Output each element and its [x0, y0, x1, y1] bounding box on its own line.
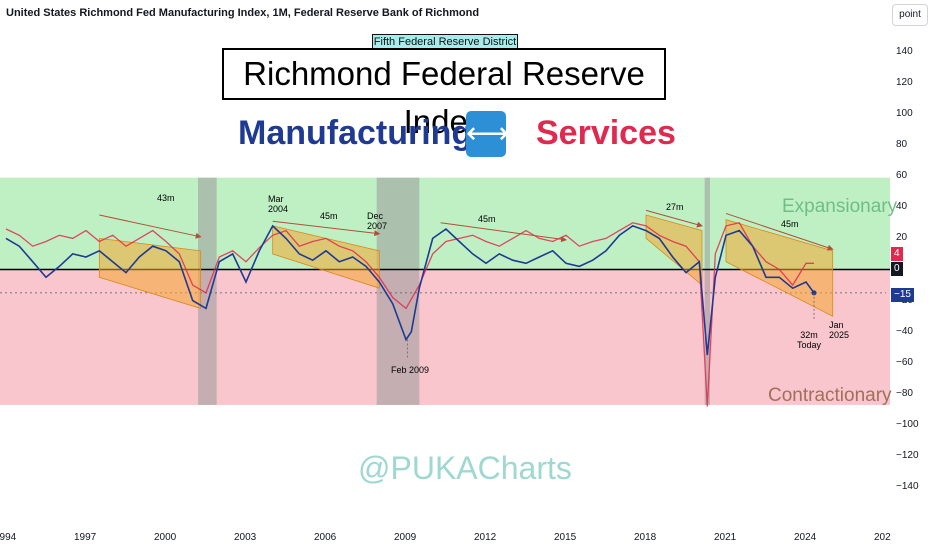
series-lines — [5, 222, 817, 407]
x-tick-label: 2012 — [474, 532, 497, 543]
y-tick-label: −80 — [896, 388, 913, 400]
manufacturing-label: Manufacturing — [238, 114, 473, 152]
recession-band — [376, 177, 420, 405]
unit-button[interactable]: point — [892, 4, 928, 26]
y-tick-label: 100 — [896, 107, 913, 119]
y-tick-label: −100 — [896, 419, 919, 431]
x-tick-label: 1997 — [74, 532, 97, 543]
trend-channels — [98, 214, 834, 317]
trend-channel — [725, 219, 834, 317]
y-tick-label: −140 — [896, 481, 919, 493]
y-tick-label: 60 — [896, 170, 908, 182]
today-label: 32m Today — [797, 330, 822, 350]
x-tick-label: 2024 — [794, 532, 817, 543]
cycle-label-2021: 45m — [781, 219, 799, 229]
cycle-label-2017: 27m — [666, 202, 684, 212]
recession-band — [704, 177, 710, 405]
zero-line-badge: 0 — [891, 262, 903, 276]
y-tick-label: 40 — [896, 201, 908, 213]
x-tick-label: 202 — [874, 532, 891, 543]
trend-arrow — [272, 220, 381, 237]
services-last-value-badge: 4 — [891, 247, 903, 261]
recession-band — [198, 177, 217, 405]
y-tick-label: −60 — [896, 356, 913, 368]
y-tick-label: 120 — [896, 76, 913, 88]
mar-2004-label: Mar 2004 — [268, 194, 289, 214]
contraction-zone — [0, 269, 890, 405]
x-tick-label: 2015 — [554, 532, 577, 543]
cycle-label-2004: 45m — [320, 211, 338, 221]
trend-channel — [272, 225, 380, 289]
manufacturing-last-value-badge: −15 — [891, 288, 914, 302]
cycle-label-2010: 45m — [478, 214, 496, 224]
annotation-arrows — [99, 209, 834, 359]
x-tick-label: 2000 — [154, 532, 177, 543]
contractionary-label: Contractionary — [768, 385, 892, 406]
trend-arrow — [99, 214, 202, 239]
x-tick-label: 2006 — [314, 532, 337, 543]
cycle-label-1997: 43m — [157, 193, 175, 203]
trend-channel — [98, 237, 202, 309]
x-tick-label: 2003 — [234, 532, 257, 543]
manufacturing-line — [5, 224, 815, 356]
trend-arrow — [645, 209, 703, 228]
jan-2025-label: Jan 2025 — [829, 320, 850, 340]
chart-background — [0, 177, 890, 405]
feb-2009-label: Feb 2009 — [391, 365, 430, 375]
x-tick-label: 2018 — [634, 532, 657, 543]
x-tick-label: 2021 — [714, 532, 737, 543]
dec-2007-label: Dec 2007 — [367, 211, 388, 231]
chart-header-title: United States Richmond Fed Manufacturing… — [6, 7, 480, 19]
y-tick-label: −120 — [896, 450, 919, 462]
watermark: @PUKACharts — [358, 450, 572, 486]
trend-arrow — [725, 212, 834, 251]
services-label: Services — [536, 114, 676, 152]
x-tick-label: 2009 — [394, 532, 417, 543]
y-tick-label: 20 — [896, 232, 908, 244]
y-tick-label: −40 — [896, 325, 913, 337]
main-title: Richmond Federal Reserve Index — [222, 48, 666, 140]
left-right-arrow-icon: ⟷ — [466, 111, 509, 157]
x-tick-label: 1994 — [0, 532, 17, 543]
trend-arrow — [440, 222, 567, 243]
expansionary-label: Expansionary — [782, 196, 898, 217]
y-tick-label: 140 — [896, 45, 913, 57]
y-tick-label: 80 — [896, 138, 908, 150]
